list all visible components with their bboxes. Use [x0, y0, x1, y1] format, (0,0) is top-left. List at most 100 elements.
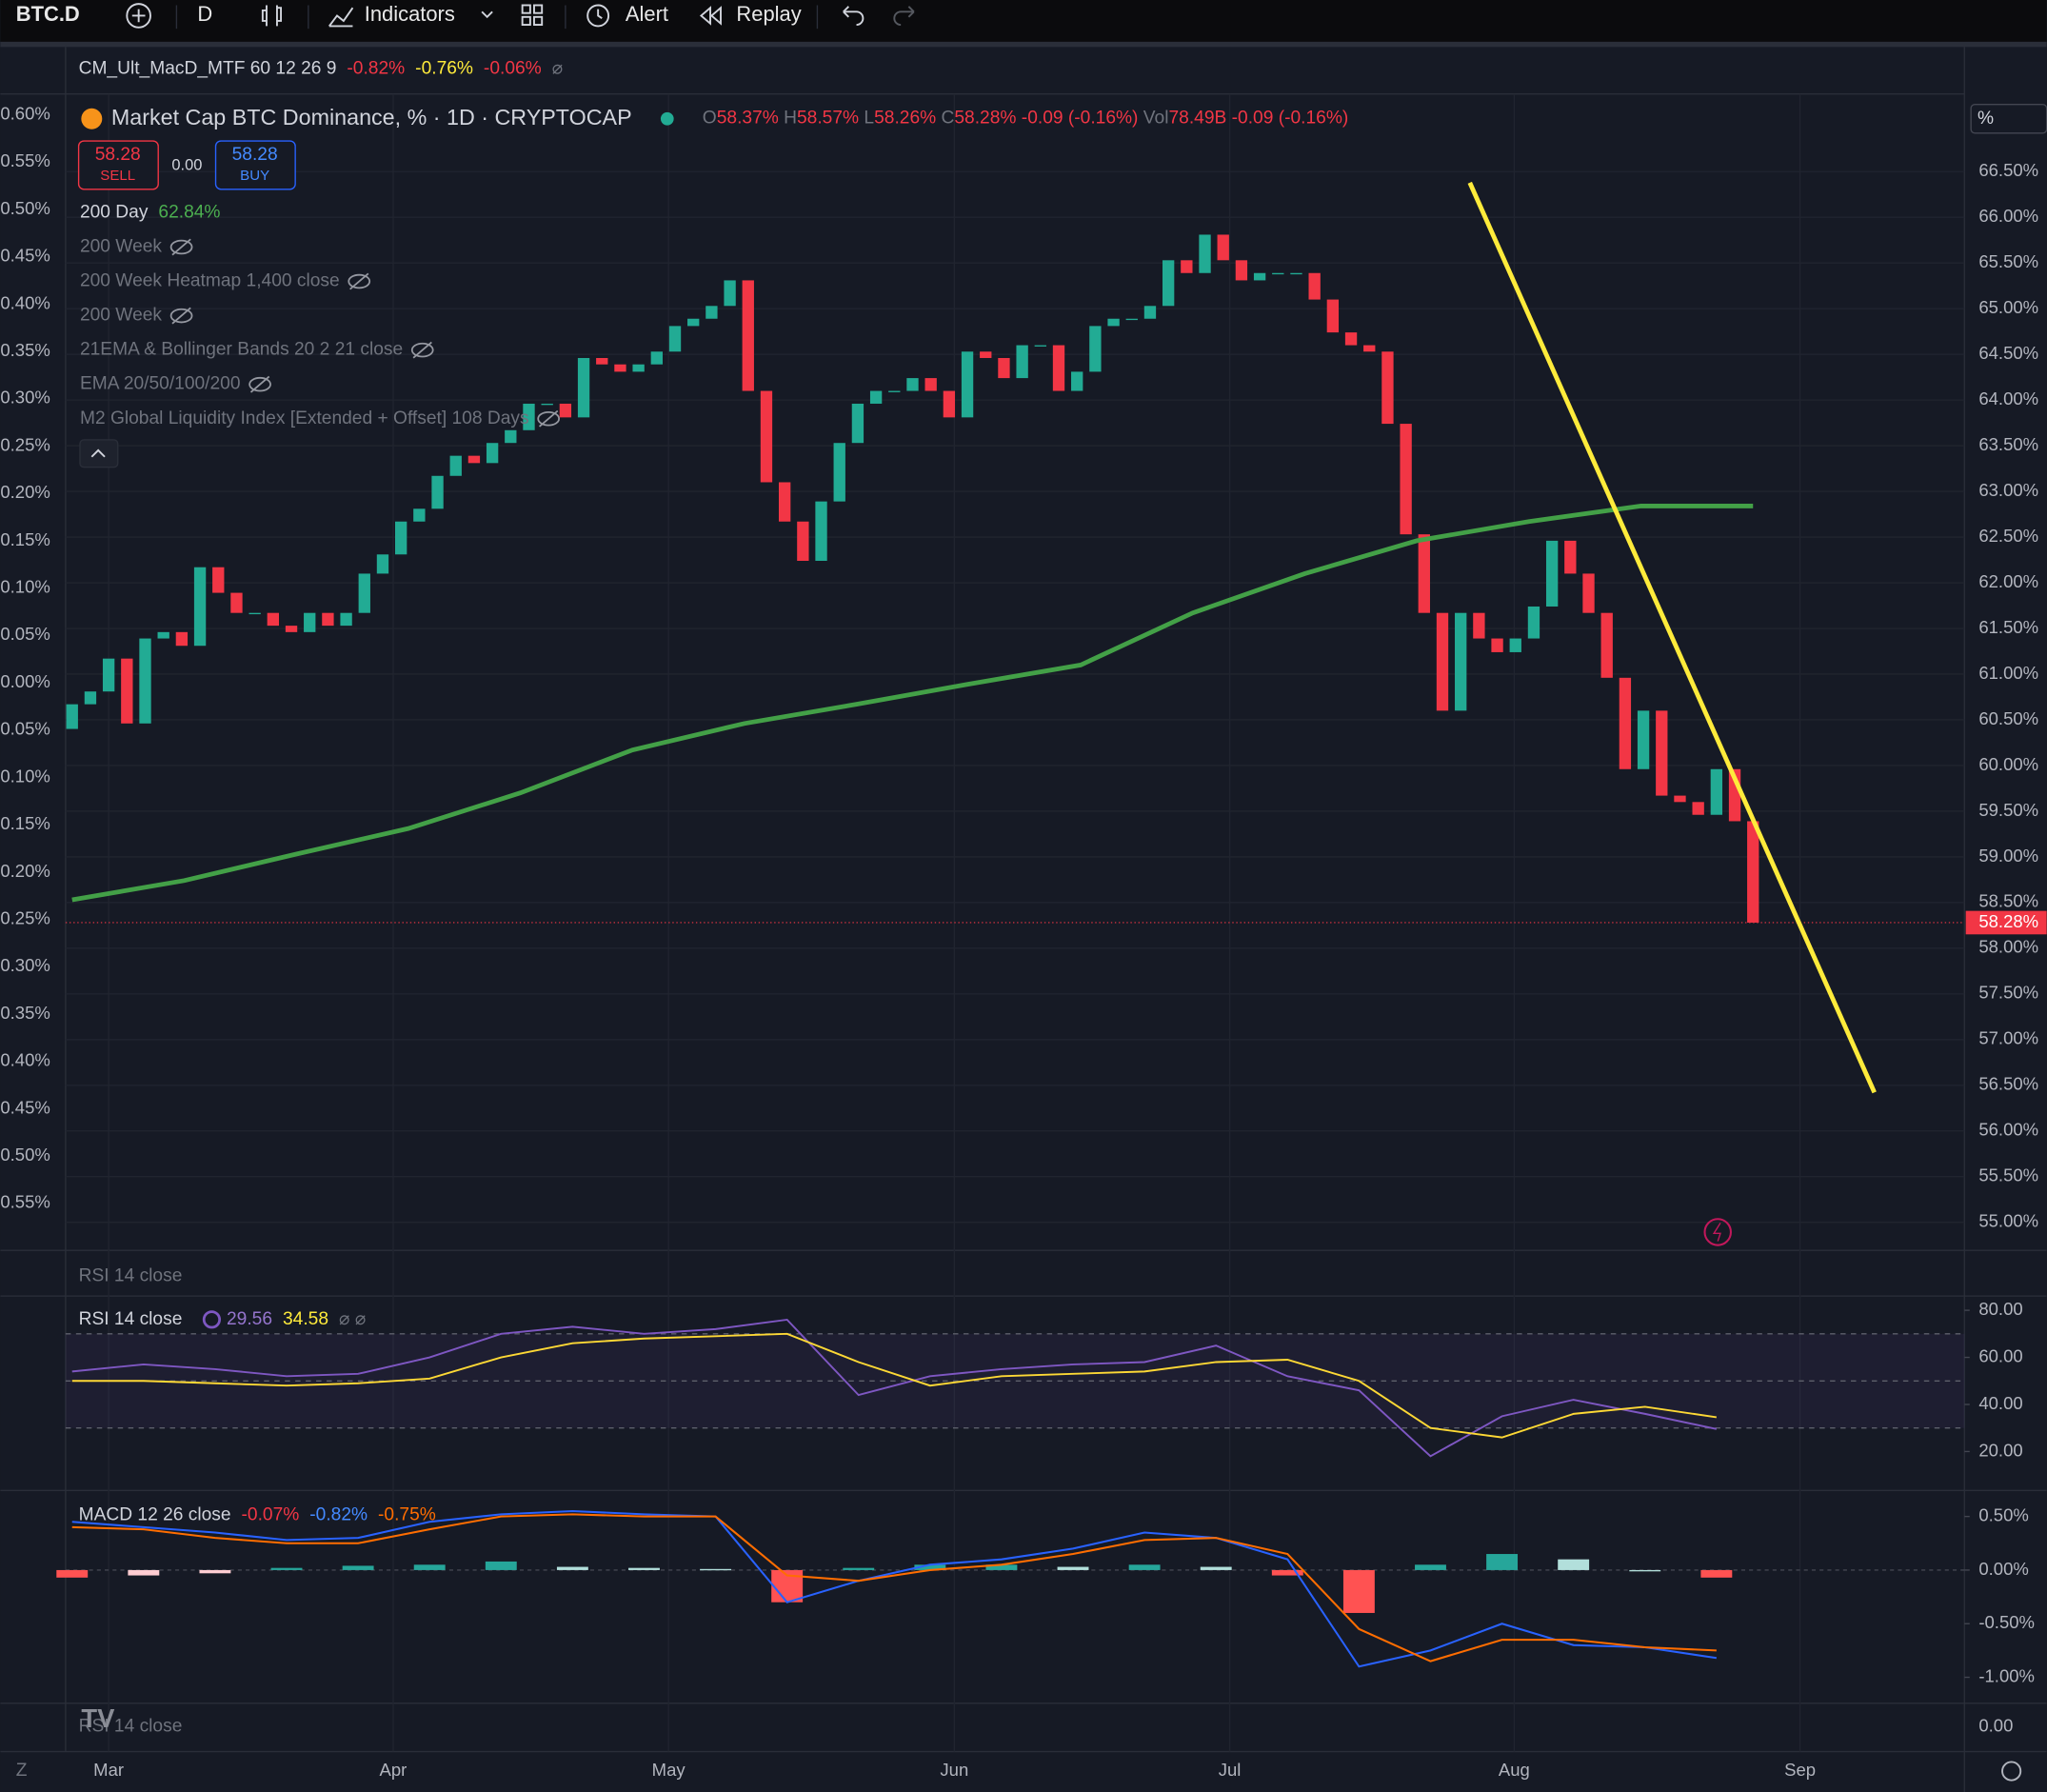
candle	[760, 390, 773, 483]
hidden-eye-icon[interactable]	[169, 239, 193, 255]
macd-histogram-bar	[1200, 1566, 1232, 1570]
candle	[541, 403, 553, 406]
macd-signal-value: -0.75%	[378, 1504, 436, 1524]
trend-line-drawing[interactable]	[1467, 181, 1877, 1094]
candle	[285, 626, 298, 632]
x-tick-label: Aug	[1499, 1760, 1530, 1780]
ohlc-key: L	[864, 109, 874, 129]
spread: 0.00	[171, 156, 202, 173]
buy-button[interactable]	[214, 140, 296, 190]
y-tick-label: 57.50%	[1978, 983, 2038, 1003]
sell-button[interactable]	[77, 140, 159, 190]
left-scale-label: 0.05%	[0, 719, 50, 739]
indicators-button[interactable]: Indicators	[365, 2, 455, 26]
left-scale-label: 0.30%	[0, 388, 50, 408]
study-name: 200 Week Heatmap 1,400 close	[80, 271, 340, 291]
candle	[668, 326, 682, 352]
alert-button[interactable]: Alert	[626, 2, 668, 26]
signal-line	[71, 1513, 1717, 1663]
alert-icon[interactable]	[586, 4, 610, 28]
left-scale: 0.60% 0.55% 0.50% 0.45% 0.40% 0.35% 0.30% 0.25%…	[0, 104, 50, 1212]
indicator-value: -0.82%	[347, 59, 405, 79]
sell-price: 58.28	[95, 145, 141, 165]
candle	[139, 638, 151, 724]
hide-icon[interactable]: ⌀	[552, 59, 564, 79]
candle	[724, 280, 736, 307]
left-scale-label: 0.40%	[0, 1050, 50, 1070]
candle	[632, 364, 645, 372]
macd-histogram-bar	[1128, 1564, 1161, 1570]
study-list: 200 Day 62.84% 200 Week 200 Week Heatmap 1,…	[80, 202, 561, 428]
ohlc-value: 58.37%	[717, 109, 779, 129]
macd-histogram-bar	[270, 1567, 303, 1570]
collapse-button[interactable]	[79, 439, 119, 468]
hidden-eye-icon[interactable]	[348, 273, 371, 289]
add-symbol-icon[interactable]	[126, 3, 151, 29]
candle	[1619, 677, 1632, 769]
y-tick-label: 59.50%	[1978, 800, 2038, 820]
undo[interactable]	[843, 6, 865, 27]
candle	[1217, 234, 1229, 261]
ohlc-key: C	[942, 109, 955, 129]
candle	[596, 357, 608, 365]
replay-icon[interactable]	[699, 6, 722, 26]
candle	[1181, 260, 1193, 273]
candle	[1692, 802, 1704, 815]
candle	[1052, 345, 1065, 391]
ohlc-key: H	[784, 109, 797, 129]
candle	[888, 390, 901, 392]
rsi-ma-line	[71, 1332, 1717, 1439]
rsi-tick-label: 20.00	[1978, 1440, 2022, 1460]
chart-type-icon[interactable]	[261, 5, 283, 27]
macd-histogram-bar	[128, 1569, 160, 1576]
candle	[1107, 318, 1120, 327]
candle	[1290, 272, 1302, 275]
y-tick-label: 62.00%	[1978, 571, 2038, 591]
macd-value: -0.82%	[309, 1504, 368, 1524]
indicators-icon[interactable]	[328, 7, 354, 28]
candle	[523, 403, 535, 430]
candle	[1509, 638, 1521, 652]
layout-icon[interactable]	[521, 4, 544, 27]
sell-label: SELL	[100, 168, 135, 184]
left-scale-label: 0.25%	[0, 434, 50, 454]
candle	[431, 475, 444, 509]
candle	[1747, 821, 1759, 923]
candle	[1710, 768, 1723, 815]
redo[interactable]	[893, 6, 915, 27]
hide-icon[interactable]: ⌀ ⌀	[339, 1309, 366, 1329]
macd-histogram-bar	[1700, 1569, 1733, 1578]
candle	[742, 280, 754, 391]
hidden-eye-icon[interactable]	[248, 376, 271, 392]
settings-button[interactable]	[2001, 1761, 2022, 1782]
hidden-eye-icon[interactable]	[410, 342, 434, 358]
candle	[84, 691, 97, 705]
alert-marker[interactable]	[1703, 1218, 1732, 1246]
candle	[394, 521, 407, 555]
candle	[1491, 638, 1503, 652]
chevron[interactable]	[481, 10, 493, 19]
macd-title: MACD 12 26 close	[79, 1504, 231, 1524]
macd-histogram-bar	[199, 1569, 231, 1574]
candle	[358, 573, 370, 613]
rsi-value: 29.56	[227, 1309, 272, 1329]
buy-label: BUY	[240, 168, 269, 184]
replay-button[interactable]: Replay	[736, 2, 801, 26]
macd-tick-label: 0.00%	[1978, 1559, 2028, 1579]
plot-area	[56, 234, 1965, 1668]
y-tick-label: 65.00%	[1978, 297, 2038, 317]
candle	[157, 631, 169, 639]
hidden-eye-icon[interactable]	[169, 308, 193, 324]
symbol[interactable]: BTC.D	[16, 2, 80, 26]
candle	[650, 351, 663, 365]
y-tick-label: 61.50%	[1978, 617, 2038, 637]
ohlc-row: O58.37% H58.57% L58.26% C58.28% -0.09 (-…	[703, 109, 1349, 129]
candle	[1125, 318, 1138, 321]
rsi-tick-label: 80.00	[1978, 1299, 2022, 1319]
last-price-box	[1965, 910, 2047, 935]
hidden-eye-icon[interactable]	[537, 410, 561, 427]
zoom-button[interactable]: Z	[16, 1761, 28, 1781]
vol-value: 78.49B	[1168, 109, 1226, 129]
x-tick-label: Mar	[93, 1760, 124, 1780]
interval[interactable]: D	[197, 2, 212, 26]
